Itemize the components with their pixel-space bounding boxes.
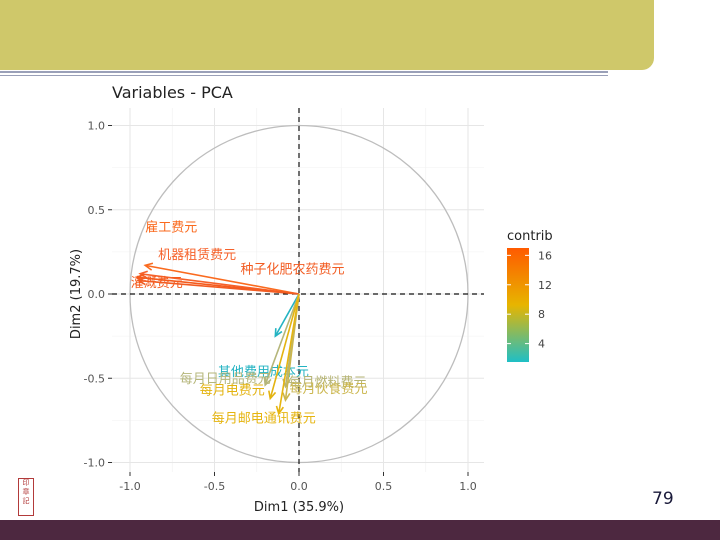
arrow-line	[274, 293, 300, 337]
x-axis-label: Dim1 (35.9%)	[254, 500, 344, 515]
axes: 1.0 0.5 0.0 -0.5 -1.0 -1.0 -0.5 0.0 0.5 1.0	[84, 120, 477, 494]
arrowhead	[268, 390, 277, 401]
legend-tick-label: 12	[538, 279, 552, 292]
x-tick-label: 1.0	[459, 480, 477, 493]
y-tick-label: -1.0	[84, 457, 105, 470]
x-tick-label: -0.5	[204, 480, 225, 493]
arrowhead	[274, 328, 283, 338]
pca-chart: Variables - PCA 1.0 0.5 0.0 -0.5 -1.0 -1.0 -0.…	[69, 83, 553, 515]
variable-arrow: 雇工费元	[143, 219, 300, 295]
variable-arrow: 每月邮电通讯费元	[212, 293, 316, 427]
variable-label: 种子化肥农药费元	[240, 263, 344, 278]
variable-arrow: 种子化肥农药费元	[136, 263, 344, 295]
x-tick-label: 0.5	[375, 480, 393, 493]
legend-colorbar	[507, 248, 529, 362]
variable-label: 每月伙食费元	[289, 381, 367, 397]
legend-title: contrib	[507, 229, 553, 244]
page-number: 79	[652, 489, 674, 509]
arrow-line	[269, 293, 300, 399]
plot-panel	[112, 108, 484, 472]
legend-tick-label: 4	[538, 338, 545, 351]
y-tick-label: -0.5	[84, 372, 105, 385]
arrow-line	[145, 264, 300, 295]
x-tick-label: 0.0	[290, 480, 308, 493]
header-rule-thin	[0, 75, 608, 76]
variable-label: 每月日用品费元	[180, 371, 271, 387]
variable-label: 每月燃料费元	[288, 375, 366, 391]
arrowhead	[143, 262, 154, 271]
footer-bar	[0, 520, 720, 540]
arrowhead	[263, 376, 272, 387]
arrow-line	[138, 279, 300, 295]
legend-ticks: 16 12 8 4	[507, 249, 552, 351]
grid	[112, 108, 484, 472]
y-axis-label: Dim2 (19.7%)	[69, 249, 84, 339]
legend: contrib 16 12 8 4	[507, 229, 553, 362]
y-tick-label: 1.0	[88, 120, 106, 133]
legend-tick-label: 8	[538, 308, 545, 321]
variable-arrow: 每月日用品费元	[180, 293, 300, 387]
x-tick-label: -1.0	[119, 480, 140, 493]
arrowhead	[282, 392, 291, 402]
y-tick-label: 0.0	[88, 288, 106, 301]
variable-label: 灌溉费元	[131, 276, 183, 291]
arrowhead	[275, 405, 285, 416]
arrow-line	[264, 293, 300, 386]
variable-label: 机器租赁费元	[158, 248, 236, 263]
variable-label: 每月邮电通讯费元	[212, 411, 316, 427]
variable-label: 雇工费元	[145, 219, 197, 235]
header-rule	[0, 71, 608, 73]
title-banner	[0, 0, 654, 70]
y-tick-label: 0.5	[88, 204, 106, 217]
legend-tick-label: 16	[538, 249, 552, 262]
variable-arrow: 每月电费元	[200, 293, 300, 401]
arrowhead	[136, 276, 147, 286]
variable-label: 每月电费元	[200, 382, 265, 398]
arrow-line	[277, 293, 300, 414]
arrowhead	[138, 270, 148, 279]
chart-title: Variables - PCA	[112, 83, 233, 102]
seal-stamp-icon: 印章記	[18, 478, 34, 516]
